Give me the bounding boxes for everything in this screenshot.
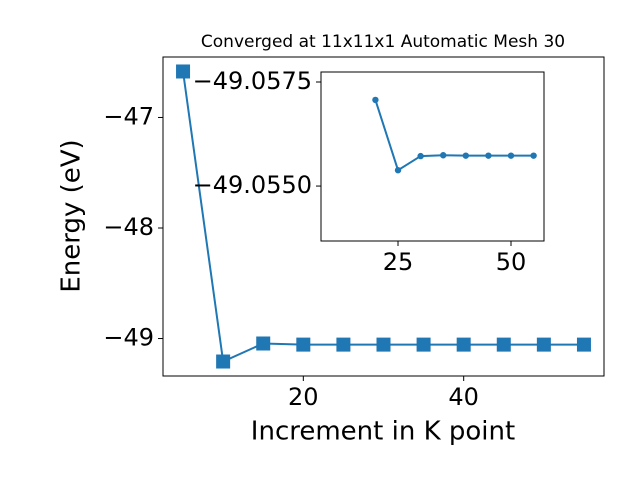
y-tick-label: −48 [103, 213, 154, 241]
marker [530, 152, 537, 159]
x-tick-label: 20 [288, 383, 319, 411]
y-tick-label: −49.0550 [193, 171, 312, 199]
marker [376, 337, 391, 352]
series [176, 64, 591, 369]
chart-title: Converged at 11x11x1 Automatic Mesh 30 [201, 32, 565, 52]
y-tick-label: −47 [103, 102, 154, 130]
marker [216, 354, 231, 369]
marker [456, 337, 471, 352]
marker [394, 167, 402, 174]
marker [372, 96, 379, 104]
marker [296, 337, 311, 352]
marker [336, 337, 351, 352]
marker [507, 152, 515, 159]
marker [440, 152, 447, 159]
marker [416, 337, 431, 352]
line [374, 99, 534, 172]
marker [496, 337, 511, 352]
marker [536, 337, 551, 352]
marker [417, 152, 424, 160]
y-tick-label: −49.0575 [193, 67, 312, 95]
series [372, 96, 537, 174]
x-axis-label: Increment in K point [251, 417, 515, 447]
marker [256, 336, 271, 351]
marker [462, 152, 470, 159]
marker [576, 337, 591, 352]
x-tick-label: 50 [496, 248, 527, 276]
y-tick-label: −49 [103, 324, 154, 352]
marker [485, 152, 492, 159]
y-axis-label: Energy (eV) [57, 139, 87, 292]
x-tick-label: 25 [383, 248, 414, 276]
x-tick-label: 40 [448, 383, 479, 411]
marker [176, 64, 191, 79]
